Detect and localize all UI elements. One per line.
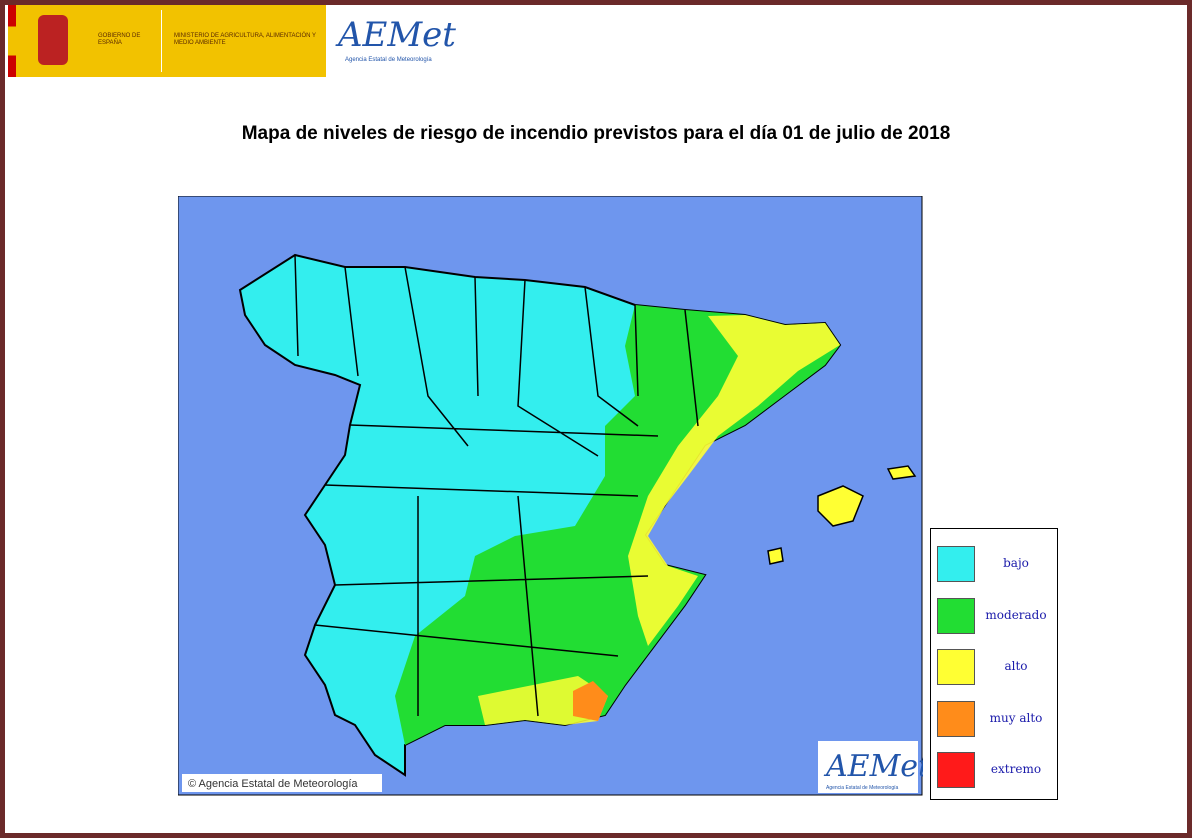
- legend-label: alto: [975, 659, 1057, 673]
- flag: [8, 5, 16, 77]
- legend-swatch: [937, 546, 975, 582]
- legend: bajo moderado alto muy alto extremo: [930, 528, 1058, 800]
- page: GOBIERNO DE ESPAÑA MINISTERIO DE AGRICUL…: [0, 0, 1192, 838]
- map-logo: AEMet: [823, 749, 923, 784]
- legend-label: muy alto: [975, 711, 1057, 725]
- legend-label: moderado: [975, 608, 1057, 622]
- government-banner: GOBIERNO DE ESPAÑA MINISTERIO DE AGRICUL…: [8, 5, 326, 77]
- legend-swatch: [937, 701, 975, 737]
- legend-swatch: [937, 598, 975, 634]
- legend-label: bajo: [975, 556, 1057, 570]
- map-logo-caption: Agencia Estatal de Meteorología: [826, 785, 898, 791]
- legend-label: extremo: [975, 762, 1057, 776]
- ibiza: [768, 548, 783, 564]
- page-title: Mapa de niveles de riesgo de incendio pr…: [5, 123, 1187, 145]
- ministry-name: MINISTERIO DE AGRICULTURA, ALIMENTACIÓN …: [174, 33, 324, 47]
- coat-of-arms: [38, 15, 68, 65]
- fire-risk-map: © Agencia Estatal de Meteorología AEMet …: [178, 196, 923, 796]
- legend-swatch: [937, 752, 975, 788]
- copyright: © Agencia Estatal de Meteorología: [188, 778, 358, 790]
- legend-swatch: [937, 649, 975, 685]
- aemet-caption: Agencia Estatal de Meteorología: [345, 57, 432, 63]
- divider: [161, 10, 162, 72]
- government-name: GOBIERNO DE ESPAÑA: [98, 33, 158, 47]
- aemet-logo: AEMet: [338, 15, 456, 55]
